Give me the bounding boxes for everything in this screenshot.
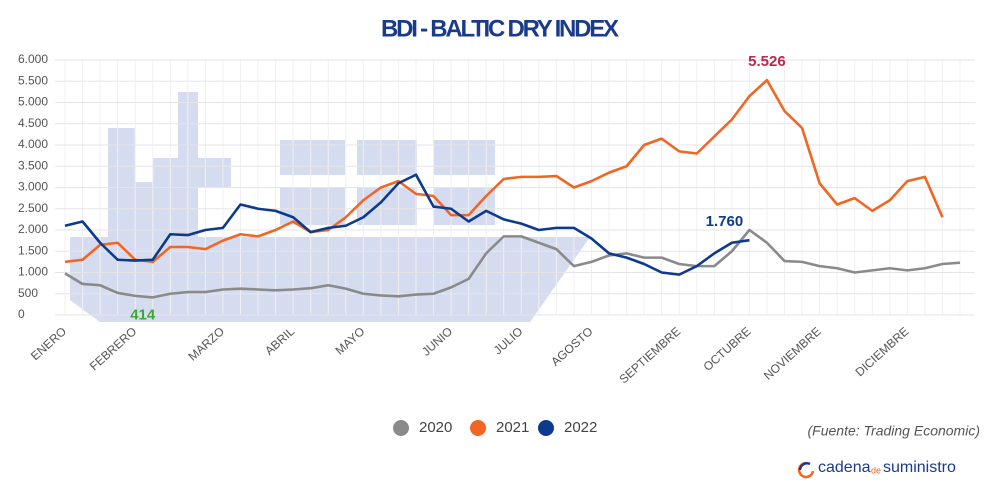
y-tick-label: 500: [18, 286, 38, 300]
x-tick-label: DICIEMBRE: [853, 324, 912, 379]
logo-text: cadena: [818, 459, 871, 476]
x-tick-label: SEPTIEMBRE: [616, 324, 683, 386]
y-tick-label: 3.000: [18, 180, 48, 194]
x-tick-label: FEBRERO: [87, 324, 139, 373]
x-tick-label: JUNIO: [419, 324, 455, 358]
y-tick-label: 3.500: [18, 158, 48, 172]
source-note: (Fuente: Trading Economic): [808, 423, 980, 439]
y-tick-label: 5.000: [18, 95, 48, 109]
y-tick-label: 1.000: [18, 265, 48, 279]
x-tick-label: ABRIL: [262, 324, 297, 358]
legend-label: 2021: [496, 419, 529, 436]
value-label: 5.526: [748, 53, 786, 70]
value-label: 414: [130, 306, 156, 323]
logo: cadena de suministro: [797, 459, 956, 479]
legend-marker: [393, 420, 409, 436]
y-tick-label: 1.500: [18, 243, 48, 257]
y-tick-label: 4.500: [18, 116, 48, 130]
logo-text: suministro: [883, 459, 956, 476]
x-tick-label: MAYO: [332, 324, 367, 357]
x-tick-label: OCTUBRE: [701, 324, 754, 374]
logo-text: de: [871, 465, 881, 475]
series-line: [64, 173, 750, 276]
ship-illustration: [70, 92, 590, 322]
y-tick-label: 5.500: [18, 73, 48, 87]
y-tick-label: 2.500: [18, 201, 48, 215]
series-line: [64, 228, 961, 299]
value-label: 1.760: [706, 213, 744, 230]
legend-label: 2022: [564, 419, 597, 436]
x-tick-label: ENERO: [28, 324, 69, 363]
x-tick-label: NOVIEMBRE: [761, 324, 824, 383]
legend-marker: [470, 420, 486, 436]
y-tick-label: 2.000: [18, 222, 48, 236]
chart-title: BDI - BALTIC DRY INDEX: [381, 15, 619, 42]
x-tick-label: MARZO: [185, 324, 227, 363]
y-tick-label: 4.000: [18, 137, 48, 151]
legend-marker: [538, 420, 554, 436]
y-tick-label: 0: [18, 307, 25, 321]
y-tick-label: 6.000: [18, 52, 48, 66]
x-tick-label: AGOSTO: [548, 324, 595, 369]
x-tick-label: JULIO: [491, 324, 526, 357]
legend-label: 2020: [419, 419, 452, 436]
series-line: [64, 78, 944, 264]
